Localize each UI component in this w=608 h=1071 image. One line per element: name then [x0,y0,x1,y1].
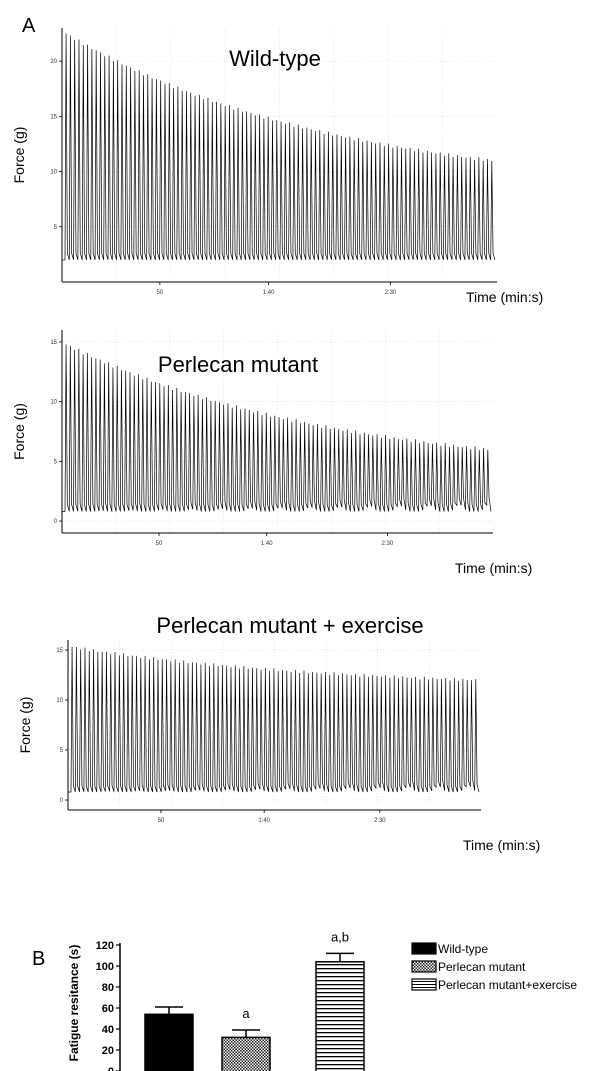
bar-1 [221,1036,271,1071]
chart-title: Perlecan mutant [158,352,318,377]
x-tick-label: 1:40 [258,818,270,824]
bar-y-axis-label: Fatigue resitance (s) [67,945,81,1062]
chart-title: Perlecan mutant + exercise [156,613,423,638]
y-tick-label: 10 [50,400,57,406]
bar-0 [144,1013,194,1071]
force-trace-line [62,33,496,261]
legend-label: Perlecan mutant+exercise [438,978,577,992]
legend-label: Perlecan mutant [438,960,526,974]
legend-label: Wild-type [438,942,488,956]
x-tick-label: 1:40 [263,290,275,296]
bar-y-tick-label: 40 [102,1024,114,1036]
y-tick-label: 0 [60,798,64,804]
y-tick-label: 15 [56,648,63,654]
perlecan-exercise-trace-chart: 0 5 10 15 50 1:40 2:30 Perlecan mutant + exerci… [17,613,540,853]
y-axis-label: Force (g) [11,403,27,460]
force-trace-line [62,344,492,512]
panel-label-a: A [22,15,36,37]
y-tick-label: 15 [50,340,57,346]
y-tick-label: 5 [54,225,58,231]
x-tick-label: 50 [157,290,164,296]
y-tick-label: 15 [50,114,57,120]
x-tick-label: 2:30 [385,290,397,296]
y-tick-label: 0 [54,519,58,525]
x-axis-label: Time (min:s) [455,560,532,576]
perlecan-mutant-trace-chart: 0 5 10 15 50 1:40 2:30 Perlecan mutant Force (g)… [11,330,532,576]
x-tick-label: 1:40 [261,541,273,547]
y-tick-label: 5 [60,748,64,754]
y-axis-label: Force (g) [17,697,33,754]
bar-y-tick-label: 0 [108,1066,114,1071]
chart-title: Wild-type [229,46,321,71]
bar-y-tick-label: 80 [102,982,114,994]
y-tick-label: 10 [56,698,63,704]
x-tick-label: 50 [156,541,163,547]
bar-2 [315,961,365,1071]
fatigue-resistance-bar-chart: 0 20 40 60 80 100 120 Fatigue resitance (s) a a,b… [67,929,577,1071]
bar-y-tick-label: 20 [102,1045,114,1057]
bar-y-tick-label: 60 [102,1003,114,1015]
significance-label: a [242,1006,250,1021]
x-tick-label: 50 [158,818,165,824]
bar-y-tick-label: 120 [96,940,114,952]
y-axis-label: Force (g) [11,127,27,184]
panel-label-b: B [32,948,45,970]
x-axis-label: Time (min:s) [463,837,540,853]
legend-swatch-1 [411,960,437,973]
legend-swatch-2 [411,978,437,991]
x-tick-label: 2:30 [374,818,386,824]
x-tick-label: 2:30 [382,541,394,547]
bar-y-tick-label: 100 [96,961,114,973]
legend-swatch-0 [411,942,437,955]
y-tick-label: 10 [50,170,57,176]
y-tick-label: 20 [50,59,57,65]
force-trace-line [68,646,480,793]
y-tick-label: 5 [54,459,58,465]
wild-type-trace-chart: 5 10 15 20 50 1:40 2:30 Wild-type Force (g) Time … [11,28,543,305]
x-axis-label: Time (min:s) [466,289,543,305]
significance-label: a,b [331,929,349,944]
